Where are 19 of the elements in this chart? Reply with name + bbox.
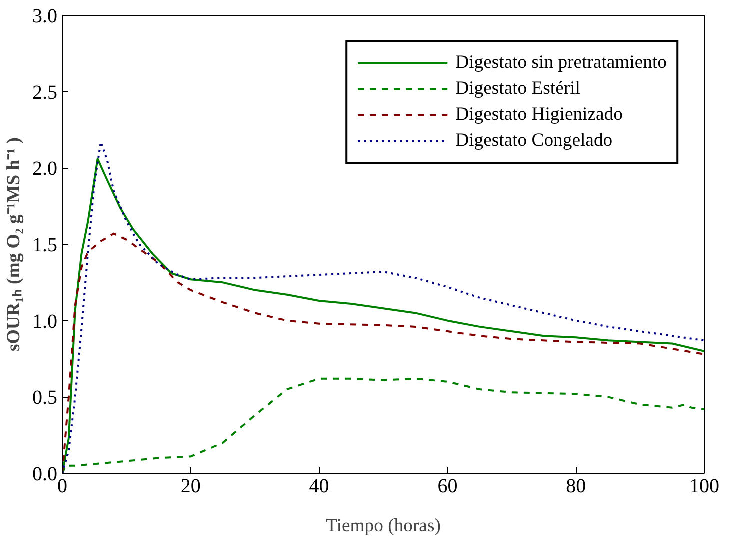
x-axis-title: Tiempo (horas) (326, 516, 441, 536)
y-tick-label: 3.0 (32, 6, 58, 28)
y-tick-label: 2.0 (32, 158, 58, 180)
y-tick-label: 0.0 (32, 464, 58, 486)
x-tick-label: 0 (58, 476, 68, 498)
x-tick-label: 20 (180, 476, 201, 498)
y-axis-title: sOUR₁ₕ (mg O₂ g⁻¹MS h⁻¹ ) (4, 138, 24, 352)
x-tick-label: 60 (438, 476, 458, 498)
y-tick-label: 2.5 (32, 82, 58, 104)
x-tick-label: 100 (690, 476, 720, 498)
legend-label: Digestato Congelado (456, 130, 613, 152)
y-tick-label: 0.5 (32, 387, 58, 410)
legend-label: Digestato Higienizado (456, 104, 623, 126)
y-tick-label: 1.5 (32, 234, 58, 256)
legend-label: Digestato Estéril (456, 78, 580, 100)
x-tick-label: 80 (566, 476, 586, 498)
y-tick-label: 1.0 (32, 310, 58, 333)
legend-label: Digestato sin pretratamiento (456, 52, 667, 74)
x-tick-label: 40 (309, 476, 330, 498)
